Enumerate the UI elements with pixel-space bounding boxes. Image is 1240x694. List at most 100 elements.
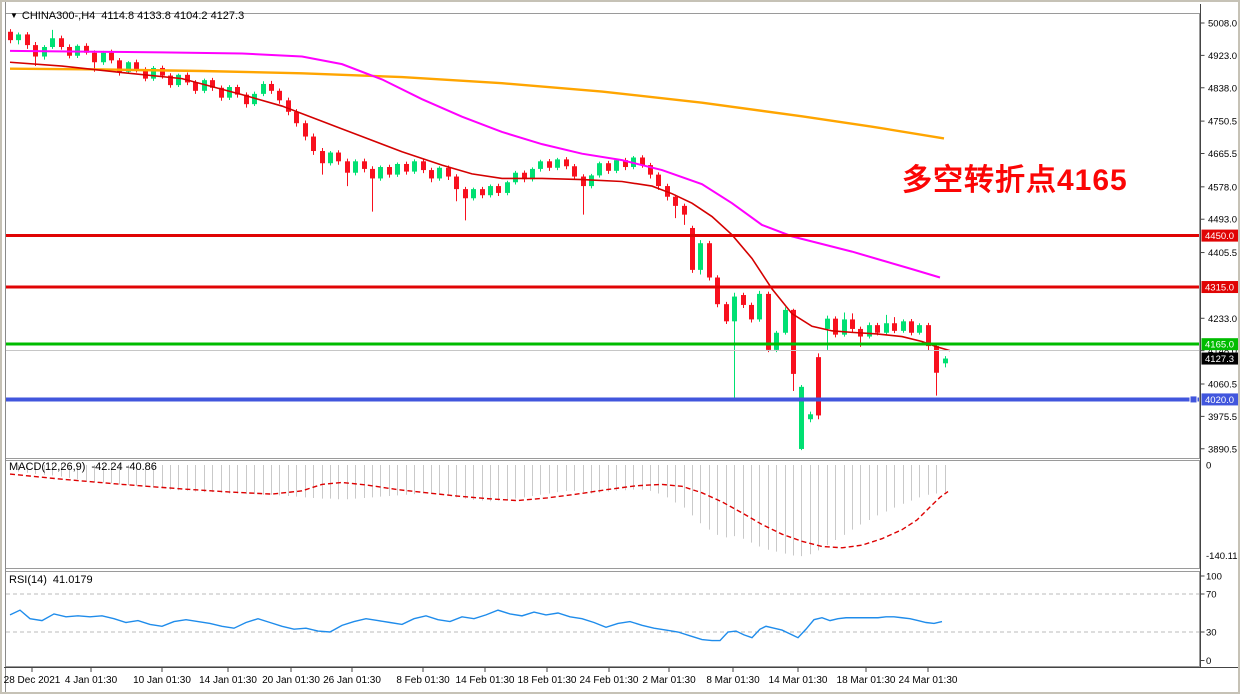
candle-body (597, 163, 602, 176)
ohlc-values: 4114.8 4133.8 4104.2 4127.3 (101, 10, 245, 22)
candle-body (707, 243, 712, 278)
candle-body (126, 62, 131, 72)
macd-name: MACD(12,26,9) (9, 461, 86, 473)
candle-body (917, 325, 922, 333)
price-tick-label: 4405.5 (1208, 248, 1237, 259)
candle-body (555, 159, 560, 168)
rsi-axis: 100 70 30 0 (1200, 572, 1222, 667)
candle-body (193, 82, 198, 91)
candle-body (8, 31, 13, 41)
candle (917, 323, 922, 335)
candle-body (277, 90, 282, 101)
candle-body (909, 321, 914, 333)
candle (336, 150, 341, 165)
candle (934, 343, 939, 396)
rsi-tick-label: 70 (1206, 590, 1217, 601)
current-price-text: 4127.3 (1205, 354, 1234, 365)
candle (522, 170, 527, 183)
candle-body (101, 52, 106, 63)
candle (488, 184, 493, 198)
candle (732, 292, 737, 400)
rsi-panel: 100 70 30 0 (6, 572, 1222, 667)
hline-axis-label: 4450.0 (1201, 229, 1238, 242)
blue-line-marker[interactable] (1189, 395, 1198, 404)
candle (816, 353, 821, 420)
hline-label-box (1201, 338, 1238, 351)
candle (378, 165, 383, 181)
rsi-value: 41.0179 (52, 574, 93, 586)
time-tick-label: 24 Feb 01:30 (580, 675, 639, 686)
candle-body (50, 38, 55, 48)
candle (353, 159, 358, 176)
candle-body (774, 332, 779, 350)
candle-body (505, 182, 510, 193)
candle (842, 312, 847, 337)
candle-body (614, 160, 619, 171)
candle (185, 72, 190, 86)
candle (50, 29, 55, 49)
candle (808, 411, 813, 423)
ma-mid-magenta-line (9, 49, 941, 279)
candle-body (690, 227, 695, 270)
ma-fast-red-line (9, 61, 951, 352)
candle (387, 164, 392, 178)
candle (16, 32, 21, 45)
candle (429, 167, 434, 183)
candle (395, 162, 400, 177)
hline-label-text: 4450.0 (1205, 231, 1234, 242)
candle (303, 120, 308, 141)
candle (690, 225, 695, 273)
time-tick-label: 26 Jan 01:30 (323, 675, 381, 686)
candle-body (724, 304, 729, 322)
macd-indicator-label: MACD(12,26,9) -42.24 -40.86 (9, 461, 157, 473)
candle-body (227, 87, 232, 98)
candle (370, 166, 375, 212)
current-price-box (1201, 352, 1238, 365)
candle-body (749, 304, 754, 320)
candle-body (581, 176, 586, 187)
price-tick-label: 4750.5 (1208, 117, 1237, 128)
candle (454, 174, 459, 202)
candle-body (185, 74, 190, 83)
price-tick-label: 5008.0 (1208, 19, 1237, 30)
candle (210, 77, 215, 91)
candle-body (328, 152, 333, 164)
candle (496, 183, 501, 196)
candle (42, 45, 47, 60)
candle-body (412, 161, 417, 172)
collapse-triangle-icon[interactable]: ▼ (10, 11, 18, 20)
price-tick-label: 3975.5 (1208, 412, 1237, 423)
time-tick-label: 24 Mar 01:30 (899, 675, 958, 686)
hline-label-box (1201, 229, 1238, 242)
candle-body (210, 80, 215, 88)
candle-body (286, 100, 291, 112)
candle-body (202, 80, 207, 91)
candle-body (799, 386, 804, 449)
candle-body (151, 67, 156, 79)
candle-body (934, 346, 939, 373)
candle (471, 187, 476, 201)
candle (126, 61, 131, 75)
macd-panel-frame (5, 460, 1200, 569)
candle-body (488, 186, 493, 196)
candle-body (345, 161, 350, 173)
candle-body (353, 161, 358, 173)
candle (261, 81, 266, 97)
candle-body (320, 151, 325, 164)
rsi-panel-frame (5, 571, 1200, 667)
candle-body (606, 163, 611, 171)
candle (311, 133, 316, 155)
price-tick-label: 4060.5 (1208, 379, 1237, 390)
candle-body (816, 357, 821, 416)
candle-body (850, 319, 855, 329)
time-tick-label: 14 Mar 01:30 (769, 675, 828, 686)
time-tick-label: 4 Jan 01:30 (65, 675, 118, 686)
candle (463, 186, 468, 221)
candle-body (833, 318, 838, 335)
hline-label-text: 4020.0 (1205, 395, 1234, 406)
candle (884, 314, 889, 335)
candle-body (25, 34, 30, 46)
price-tick-label: 4233.0 (1208, 314, 1237, 325)
